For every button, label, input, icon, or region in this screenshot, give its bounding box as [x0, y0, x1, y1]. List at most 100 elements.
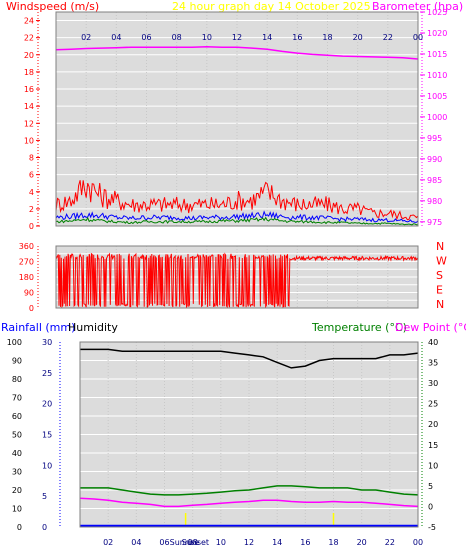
temperature-y-tick-label: 25 [428, 400, 438, 409]
direction-y-tick-label: 90 [24, 289, 34, 298]
barometer-y-tick-label: 995 [427, 134, 442, 143]
wind-y-tick-label: 10 [24, 136, 34, 145]
wind-x-tick-label: 20 [353, 33, 363, 42]
temperature-plot-border [79, 341, 419, 528]
temperature-x-tick-label: 20 [357, 538, 367, 547]
wind-y-tick-label: 6 [29, 171, 34, 180]
wind-x-tick-label: 14 [262, 33, 272, 42]
temperature-x-tick-label: 16 [300, 538, 310, 547]
barometer-y-tick-label: 1020 [427, 29, 447, 38]
humidity-y-tick-label: 30 [12, 468, 22, 477]
windspeed-axis-title: Windspeed (m/s) [6, 0, 99, 13]
rainfall-y-tick-label: 10 [42, 461, 52, 470]
wind-y-tick-label: 20 [24, 51, 34, 60]
wind-y-tick-label: 8 [29, 154, 34, 163]
wind-y-tick-label: 16 [24, 85, 34, 94]
temperature-y-tick-label: 10 [428, 461, 438, 470]
temperature-x-tick-label: 04 [131, 538, 141, 547]
temperature-x-tick-label: 18 [328, 538, 338, 547]
barometer-y-tick-label: 1005 [427, 92, 447, 101]
temperature-y-tick-label: 40 [428, 338, 438, 347]
humidity-axis-title: Humidity [68, 321, 118, 334]
humidity-line [80, 348, 419, 369]
wind-x-tick-label: 12 [232, 33, 242, 42]
rainfall-y-tick-label: 20 [42, 400, 52, 409]
direction-plot-border [55, 245, 419, 309]
wind-y-tick-label: 12 [24, 119, 34, 128]
barometer-y-tick-label: 975 [427, 218, 442, 227]
sunrise-label: Sunrise [170, 538, 200, 547]
compass-label: N [436, 240, 444, 253]
wind-x-tick-label: 04 [111, 33, 121, 42]
wind-y-tick-label: 24 [24, 17, 34, 26]
temperature-x-tick-label: 08 [188, 538, 198, 547]
temperature-x-tick-label: 00 [413, 538, 423, 547]
humidity-y-tick-label: 50 [12, 431, 22, 440]
wind-avg-line [55, 210, 419, 223]
wind-x-tick-label: 10 [202, 33, 212, 42]
temperature-y-tick-label: 15 [428, 441, 438, 450]
direction-y-tick-label: 180 [19, 273, 34, 282]
barometer-y-tick-label: 1000 [427, 113, 447, 122]
wind-plot-border [55, 11, 419, 227]
humidity-y-tick-label: 20 [12, 486, 22, 495]
temperature-y-tick-label: 0 [428, 502, 433, 511]
compass-label: S [436, 269, 443, 282]
wind-x-tick-label: 18 [322, 33, 332, 42]
graph-title: 24 hour graph day 14 October 2025 [172, 0, 371, 13]
compass-label: W [436, 255, 447, 268]
humidity-y-tick-label: 90 [12, 357, 22, 366]
wind-y-tick-label: 0 [29, 222, 34, 231]
wind-low-line [55, 216, 419, 226]
rainfall-y-tick-label: 15 [42, 431, 52, 440]
temperature-x-tick-label: 02 [103, 538, 113, 547]
humidity-y-tick-label: 80 [12, 375, 22, 384]
direction-line [55, 252, 419, 309]
humidity-y-tick-label: 70 [12, 394, 22, 403]
barometer-axis-title: Barometer (hpa) [372, 0, 463, 13]
temperature-y-tick-label: 20 [428, 420, 438, 429]
barometer-y-tick-label: 980 [427, 197, 442, 206]
barometer-y-tick-label: 1010 [427, 71, 447, 80]
barometer-y-tick-label: 985 [427, 176, 442, 185]
rainfall-y-tick-label: 0 [42, 523, 47, 532]
dew-point-axis-title: Dew Point (°C) [395, 321, 466, 334]
barometer-line [55, 46, 419, 60]
direction-y-tick-label: 0 [29, 304, 34, 313]
compass-label: N [436, 298, 444, 311]
wind-y-tick-label: 4 [29, 188, 34, 197]
wind-y-tick-label: 14 [24, 102, 34, 111]
humidity-y-tick-label: 0 [17, 523, 22, 532]
rainfall-y-tick-label: 30 [42, 338, 52, 347]
temperature-y-tick-label: 30 [428, 379, 438, 388]
dew-point-line [79, 497, 419, 508]
temperature-y-tick-label: 35 [428, 359, 438, 368]
wind-plot-area [56, 12, 418, 226]
humidity-y-tick-label: 60 [12, 412, 22, 421]
temperature-y-tick-label: 5 [428, 482, 433, 491]
temperature-line [80, 485, 419, 496]
barometer-y-tick-label: 1025 [427, 8, 447, 17]
wind-x-tick-label: 22 [383, 33, 393, 42]
rainfall-y-tick-label: 25 [42, 369, 52, 378]
rainfall-y-tick-label: 5 [42, 492, 47, 501]
wind-x-tick-label: 16 [292, 33, 302, 42]
wind-y-tick-label: 2 [29, 205, 34, 214]
wind-x-tick-label: 08 [172, 33, 182, 42]
wind-x-tick-label: 02 [81, 33, 91, 42]
barometer-y-tick-label: 990 [427, 155, 442, 164]
gust-line [55, 180, 419, 221]
humidity-y-tick-label: 40 [12, 449, 22, 458]
temperature-y-tick-label: -5 [428, 523, 436, 532]
direction-y-tick-label: 270 [19, 258, 34, 267]
temperature-x-tick-label: 10 [216, 538, 226, 547]
humidity-y-tick-label: 100 [7, 338, 22, 347]
temperature-x-tick-label: 06 [159, 538, 169, 547]
direction-y-tick-label: 360 [19, 242, 34, 251]
wind-y-tick-label: 18 [24, 68, 34, 77]
sunset-label: Sunset [182, 538, 209, 547]
temperature-axis-title: Temperature (°C) [311, 321, 407, 334]
temperature-x-tick-label: 22 [385, 538, 395, 547]
temperature-x-tick-label: 12 [244, 538, 254, 547]
